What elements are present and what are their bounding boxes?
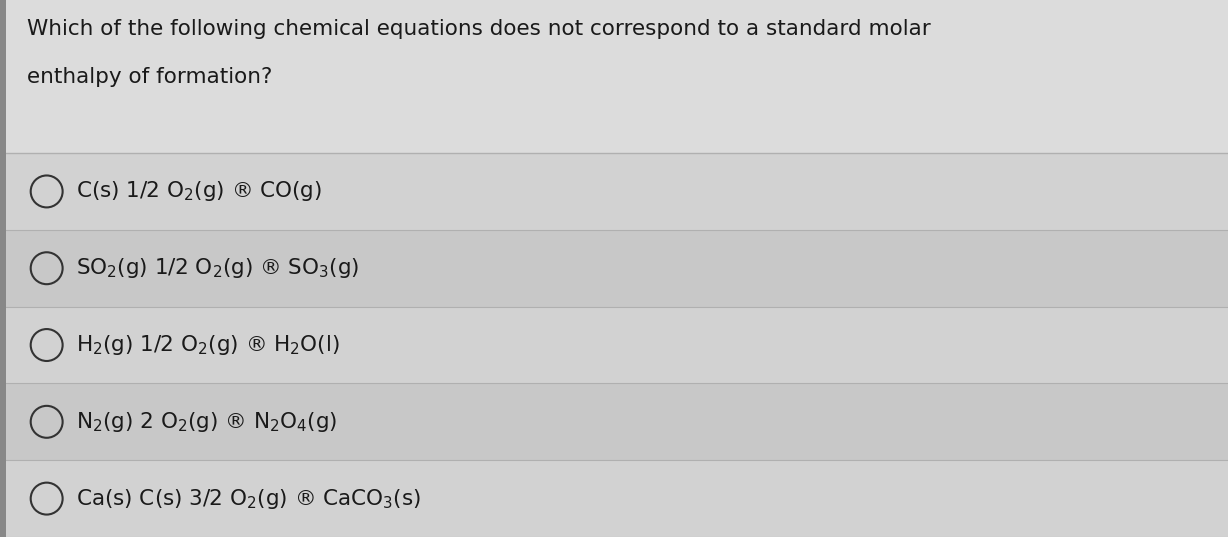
Text: H$_2$(g) 1/2 O$_2$(g) ® H$_2$O(l): H$_2$(g) 1/2 O$_2$(g) ® H$_2$O(l) (76, 333, 340, 357)
Text: N$_2$(g) 2 O$_2$(g) ® N$_2$O$_4$(g): N$_2$(g) 2 O$_2$(g) ® N$_2$O$_4$(g) (76, 410, 338, 434)
Bar (0, 460, 1228, 537)
Bar (0, 153, 1228, 230)
Bar (0, 383, 1228, 460)
Bar (0, 0, 6, 537)
Text: C(s) 1/2 O$_2$(g) ® CO(g): C(s) 1/2 O$_2$(g) ® CO(g) (76, 179, 322, 204)
Bar (0, 230, 1228, 307)
Text: Ca(s) C(s) 3/2 O$_2$(g) ® CaCO$_3$(s): Ca(s) C(s) 3/2 O$_2$(g) ® CaCO$_3$(s) (76, 487, 421, 511)
Bar (0, 307, 1228, 383)
Text: enthalpy of formation?: enthalpy of formation? (27, 67, 273, 87)
Text: SO$_2$(g) 1/2 O$_2$(g) ® SO$_3$(g): SO$_2$(g) 1/2 O$_2$(g) ® SO$_3$(g) (76, 256, 360, 280)
Text: Which of the following chemical equations does not correspond to a standard mola: Which of the following chemical equation… (27, 19, 931, 39)
Bar (0, 0, 1228, 153)
